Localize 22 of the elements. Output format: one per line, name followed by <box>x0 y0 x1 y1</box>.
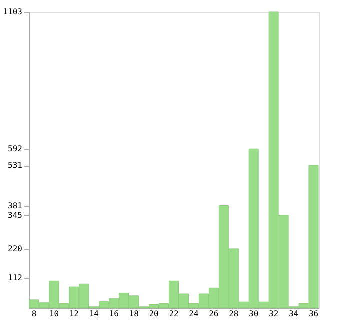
y-tick-label: 592 <box>8 144 23 154</box>
y-tick-label: 531 <box>8 161 23 170</box>
x-tick-label: 28 <box>229 310 239 318</box>
x-tick-label: 20 <box>149 310 160 318</box>
y-tick-label: 381 <box>8 201 23 210</box>
x-tick-label: 12 <box>69 310 80 318</box>
y-tick-label: 1103 <box>3 8 23 16</box>
x-tick-label: 36 <box>308 310 319 318</box>
y-tick-label: 220 <box>8 244 23 254</box>
x-tick-label: 32 <box>269 310 279 318</box>
x-tick-label: 16 <box>109 310 120 318</box>
x-tick-label: 10 <box>49 310 60 318</box>
y-tick-label: 345 <box>8 210 23 220</box>
x-tick-label: 22 <box>169 310 179 318</box>
x-tick-label: 26 <box>209 310 219 318</box>
x-tick-label: 14 <box>89 310 100 318</box>
x-tick-label: 18 <box>129 310 140 318</box>
y-tick-label: 112 <box>8 273 23 282</box>
x-tick-label: 30 <box>249 310 259 318</box>
x-tick-label: 34 <box>288 310 299 318</box>
x-tick-label: 8 <box>32 310 37 318</box>
x-tick-label: 24 <box>189 310 199 318</box>
